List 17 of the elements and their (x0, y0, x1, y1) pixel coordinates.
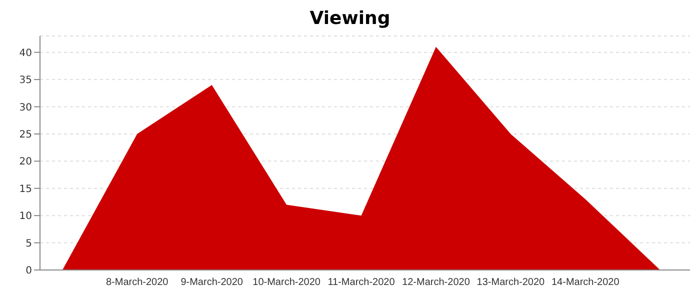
y-tick-label: 5 (26, 238, 32, 250)
x-tick-label: 11-March-2020 (328, 277, 396, 288)
x-tick-label: 10-March-2020 (252, 277, 321, 288)
x-tick-label: 9-March-2020 (180, 277, 244, 288)
x-tick-label: 8-March-2020 (106, 277, 169, 288)
x-tick-label: 14-March-2020 (551, 277, 620, 288)
y-tick-label: 10 (19, 211, 32, 222)
x-tick-label: 13-March-2020 (476, 277, 546, 288)
x-tick-label: 12-March-2020 (402, 277, 470, 288)
y-tick-label: 30 (19, 102, 32, 114)
y-tick-label: 25 (19, 130, 32, 141)
y-tick-label: 20 (19, 156, 32, 168)
y-tick-label: 40 (19, 48, 32, 59)
y-tick-label: 15 (19, 184, 32, 195)
y-tick-label: 0 (26, 266, 32, 277)
chart-title: Viewing (308, 8, 392, 31)
y-tick-label: 35 (19, 75, 32, 86)
